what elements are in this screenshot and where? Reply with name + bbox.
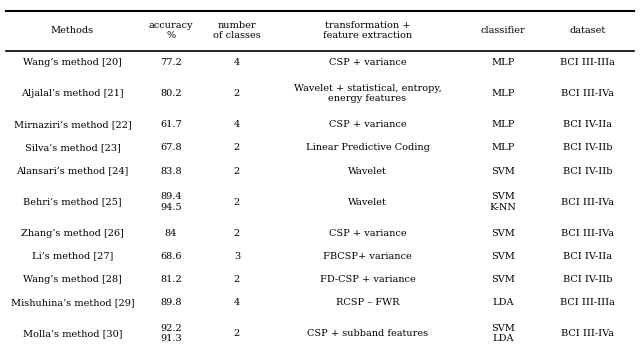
Text: 61.7: 61.7	[160, 120, 182, 129]
Text: LDA: LDA	[492, 298, 514, 307]
Text: RCSP – FWR: RCSP – FWR	[336, 298, 399, 307]
Text: BCI IV-IIa: BCI IV-IIa	[563, 120, 612, 129]
Text: Zhang’s method [26]: Zhang’s method [26]	[21, 228, 124, 238]
Text: 2: 2	[234, 329, 240, 338]
Text: 77.2: 77.2	[160, 58, 182, 67]
Text: SVM: SVM	[491, 166, 515, 176]
Text: MLP: MLP	[492, 120, 515, 129]
Text: transformation +
feature extraction: transformation + feature extraction	[323, 21, 412, 40]
Text: CSP + variance: CSP + variance	[329, 120, 406, 129]
Text: 67.8: 67.8	[160, 143, 182, 152]
Text: BCI III-IVa: BCI III-IVa	[561, 329, 614, 338]
Text: 3: 3	[234, 252, 240, 261]
Text: SVM
LDA: SVM LDA	[491, 324, 515, 344]
Text: 2: 2	[234, 166, 240, 176]
Text: CSP + subband features: CSP + subband features	[307, 329, 428, 338]
Text: BCI III-IIIa: BCI III-IIIa	[561, 58, 615, 67]
Text: 89.8: 89.8	[160, 298, 182, 307]
Text: BCI III-IVa: BCI III-IVa	[561, 228, 614, 238]
Text: BCI IV-IIb: BCI IV-IIb	[563, 166, 612, 176]
Text: Linear Predictive Coding: Linear Predictive Coding	[305, 143, 429, 152]
Text: BCI III-IIIa: BCI III-IIIa	[561, 298, 615, 307]
Text: dataset: dataset	[570, 26, 606, 35]
Text: BCI IV-IIb: BCI IV-IIb	[563, 275, 612, 284]
Text: Wang’s method [28]: Wang’s method [28]	[23, 275, 122, 284]
Text: 81.2: 81.2	[160, 275, 182, 284]
Text: SVM
K-NN: SVM K-NN	[490, 192, 516, 212]
Text: SVM: SVM	[491, 275, 515, 284]
Text: 4: 4	[234, 120, 240, 129]
Text: CSP + variance: CSP + variance	[329, 228, 406, 238]
Text: classifier: classifier	[481, 26, 525, 35]
Text: Alansari’s method [24]: Alansari’s method [24]	[17, 166, 129, 176]
Text: MLP: MLP	[492, 143, 515, 152]
Text: Wang’s method [20]: Wang’s method [20]	[23, 58, 122, 67]
Text: Silva’s method [23]: Silva’s method [23]	[24, 143, 120, 152]
Text: accuracy
%: accuracy %	[148, 21, 193, 40]
Text: Aljalal’s method [21]: Aljalal’s method [21]	[21, 89, 124, 98]
Text: SVM: SVM	[491, 252, 515, 261]
Text: Mishuhina’s method [29]: Mishuhina’s method [29]	[11, 298, 134, 307]
Text: FD-CSP + variance: FD-CSP + variance	[319, 275, 415, 284]
Text: BCI IV-IIa: BCI IV-IIa	[563, 252, 612, 261]
Text: 68.6: 68.6	[160, 252, 182, 261]
Text: Li’s method [27]: Li’s method [27]	[32, 252, 113, 261]
Text: 2: 2	[234, 275, 240, 284]
Text: 2: 2	[234, 89, 240, 98]
Text: BCI III-IVa: BCI III-IVa	[561, 197, 614, 207]
Text: 80.2: 80.2	[160, 89, 182, 98]
Text: Molla’s method [30]: Molla’s method [30]	[23, 329, 122, 338]
Text: Mirnaziri’s method [22]: Mirnaziri’s method [22]	[13, 120, 131, 129]
Text: MLP: MLP	[492, 58, 515, 67]
Text: 89.4
94.5: 89.4 94.5	[160, 192, 182, 212]
Text: MLP: MLP	[492, 89, 515, 98]
Text: 84: 84	[164, 228, 177, 238]
Text: Wavelet: Wavelet	[348, 197, 387, 207]
Text: BCI IV-IIb: BCI IV-IIb	[563, 143, 612, 152]
Text: CSP + variance: CSP + variance	[329, 58, 406, 67]
Text: 2: 2	[234, 143, 240, 152]
Text: 83.8: 83.8	[160, 166, 182, 176]
Text: number
of classes: number of classes	[213, 21, 261, 40]
Text: FBCSP+ variance: FBCSP+ variance	[323, 252, 412, 261]
Text: Wavelet + statistical, entropy,
energy features: Wavelet + statistical, entropy, energy f…	[294, 84, 442, 103]
Text: 92.2
91.3: 92.2 91.3	[160, 324, 182, 344]
Text: 2: 2	[234, 228, 240, 238]
Text: SVM: SVM	[491, 228, 515, 238]
Text: 4: 4	[234, 58, 240, 67]
Text: Methods: Methods	[51, 26, 94, 35]
Text: 2: 2	[234, 197, 240, 207]
Text: Wavelet: Wavelet	[348, 166, 387, 176]
Text: Behri’s method [25]: Behri’s method [25]	[23, 197, 122, 207]
Text: 4: 4	[234, 298, 240, 307]
Text: BCI III-IVa: BCI III-IVa	[561, 89, 614, 98]
